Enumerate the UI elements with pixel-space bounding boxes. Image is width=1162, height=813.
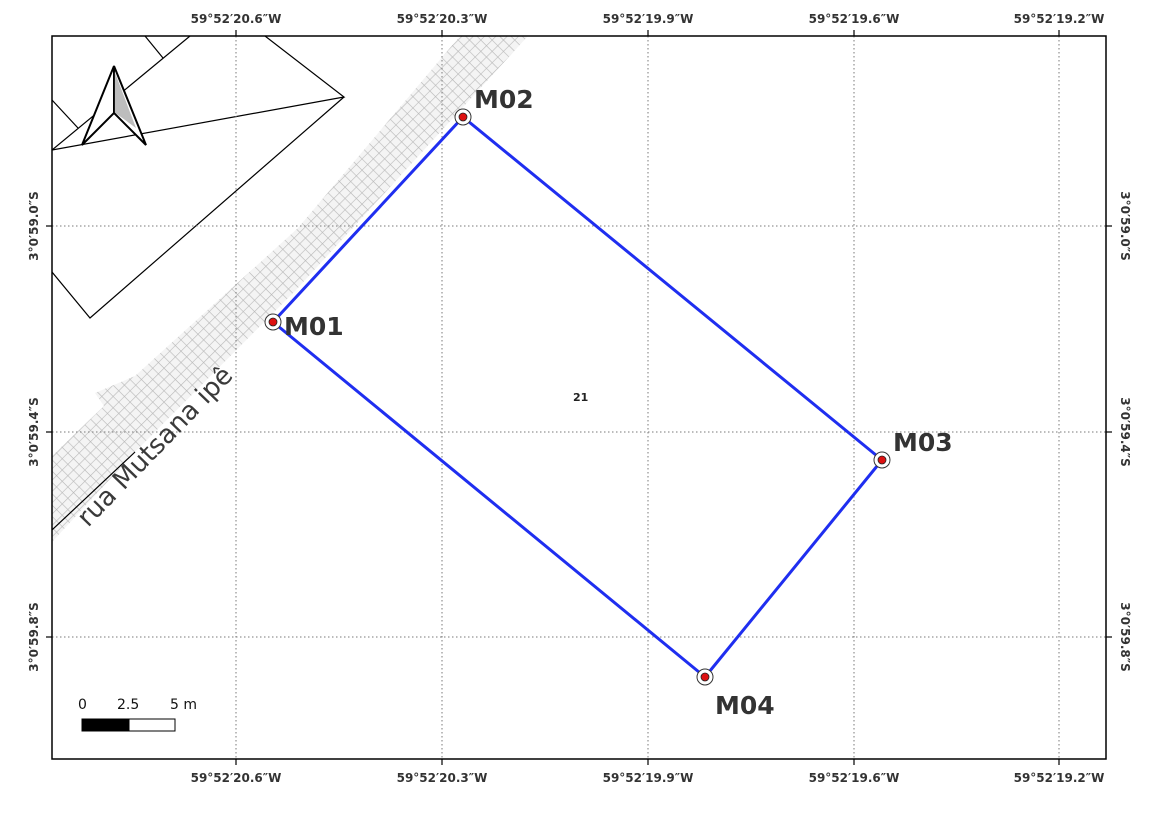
scale-label-2-5: 2.5 — [117, 697, 139, 713]
lon-label-bottom-3: 59°52′19.9″W — [603, 771, 694, 785]
lat-label-right-3: 3°0′59.8″S — [1118, 602, 1132, 671]
map-frame-bg — [52, 36, 1106, 759]
lat-label-left-3: 3°0′59.8″S — [27, 602, 41, 671]
lot-number-label: 21 — [573, 391, 588, 404]
marker-label-m04: M04 — [715, 691, 775, 720]
scale-label-0: 0 — [78, 697, 87, 713]
parcel-line-3 — [52, 96, 345, 319]
marker-m04[interactable]: M04 — [696, 668, 775, 720]
boundary-edge-m02-m03 — [461, 115, 884, 462]
scale-label-5m: 5 m — [170, 697, 197, 713]
scale-bar-segment-1 — [81, 718, 130, 732]
parcel-line-5 — [144, 36, 164, 59]
lat-label-right-1: 3°0′59.0″S — [1118, 191, 1132, 260]
lat-label-left-1: 3°0′59.0″S — [27, 191, 41, 260]
north-arrow-icon — [81, 65, 147, 146]
marker-dot — [458, 112, 468, 122]
lot-boundary — [271, 115, 884, 679]
grid — [52, 36, 1106, 759]
boundary-edge-m03-m04 — [703, 458, 884, 679]
marker-label-m01: M01 — [284, 312, 344, 341]
map-frame-border — [51, 35, 1107, 760]
marker-m02[interactable]: M02 — [454, 85, 534, 126]
parcel-line-6 — [52, 451, 136, 531]
scale-bar-segment-2 — [128, 718, 176, 732]
marker-m03[interactable]: M03 — [873, 428, 953, 469]
lon-label-bottom-5: 59°52′19.2″W — [1014, 771, 1105, 785]
frame-ticks — [46, 30, 1112, 765]
lat-label-right-2: 3°0′59.4″S — [1118, 397, 1132, 466]
boundary-edge-m01-m02 — [271, 115, 465, 324]
marker-dot — [877, 455, 887, 465]
lon-label-bottom-2: 59°52′20.3″W — [397, 771, 488, 785]
lon-label-top-1: 59°52′20.6″W — [191, 12, 282, 26]
marker-label-m02: M02 — [474, 85, 534, 114]
lon-label-bottom-4: 59°52′19.6″W — [809, 771, 900, 785]
parcel-line-4 — [52, 99, 79, 129]
lon-label-bottom-1: 59°52′20.6″W — [191, 771, 282, 785]
boundary-edge-m04-m01 — [271, 320, 707, 679]
lat-label-left-2: 3°0′59.4″S — [27, 397, 41, 466]
lon-label-top-2: 59°52′20.3″W — [397, 12, 488, 26]
marker-dot — [700, 672, 710, 682]
marker-label-m03: M03 — [893, 428, 953, 457]
lon-label-top-4: 59°52′19.6″W — [809, 12, 900, 26]
lon-label-top-3: 59°52′19.9″W — [603, 12, 694, 26]
street-area — [52, 36, 528, 542]
scale-bar: 0 2.5 5 m — [78, 697, 197, 732]
marker-dot — [268, 317, 278, 327]
marker-m01[interactable]: M01 — [264, 312, 344, 341]
lon-label-top-5: 59°52′19.2″W — [1014, 12, 1105, 26]
